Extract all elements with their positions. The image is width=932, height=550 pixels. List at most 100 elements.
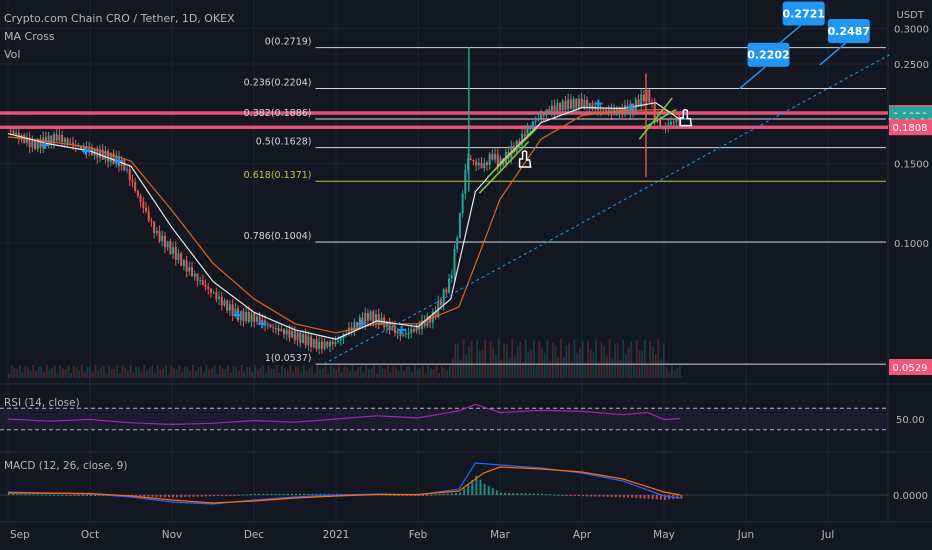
candle-body bbox=[209, 288, 212, 293]
macd-hist-bar bbox=[442, 493, 445, 495]
volume-bar bbox=[83, 371, 86, 378]
candle-body bbox=[158, 231, 161, 242]
macd-hist-bar bbox=[24, 494, 27, 496]
macd-hist-bar bbox=[65, 495, 68, 496]
volume-bar bbox=[246, 366, 248, 378]
macd-pane-label[interactable]: MACD (12, 26, close, 9) bbox=[4, 460, 128, 472]
volume-bar bbox=[432, 369, 435, 378]
candle-body bbox=[634, 99, 637, 112]
indicator-ma-cross-label[interactable]: MA Cross bbox=[4, 30, 55, 43]
volume-bar bbox=[519, 342, 522, 378]
volume-bar bbox=[186, 367, 189, 378]
volume-bar bbox=[362, 372, 365, 378]
macd-hist-bar bbox=[258, 493, 261, 495]
candle-body bbox=[664, 125, 667, 128]
volume-bar bbox=[202, 372, 205, 378]
candle-body bbox=[675, 117, 678, 123]
volume-bar bbox=[348, 371, 351, 378]
price-tag-label: 0.1808 bbox=[893, 123, 928, 134]
ma-cross-marker bbox=[627, 103, 636, 112]
macd-hist-bar bbox=[286, 493, 289, 495]
macd-hist-bar bbox=[610, 495, 613, 498]
macd-hist-bar bbox=[303, 493, 306, 495]
ma-cross-marker bbox=[40, 141, 49, 150]
volume-bar bbox=[205, 365, 208, 378]
macd-hist-bar bbox=[36, 494, 39, 496]
macd-axis-tick: 0.0000 bbox=[893, 491, 928, 502]
volume-bar bbox=[181, 372, 183, 378]
x-axis-tick: Oct bbox=[81, 529, 99, 541]
candle-body bbox=[626, 105, 629, 114]
volume-bar bbox=[29, 370, 32, 378]
macd-hist-bar bbox=[237, 494, 240, 496]
callout-pointer bbox=[738, 66, 766, 90]
volume-bar bbox=[440, 365, 443, 378]
volume-bar bbox=[405, 366, 408, 378]
volume-bar bbox=[254, 365, 257, 378]
macd-hist-bar bbox=[98, 495, 101, 496]
candle-body bbox=[467, 158, 470, 170]
macd-hist-bar bbox=[217, 495, 220, 496]
candle-body bbox=[266, 324, 269, 326]
hand-pointer-shape bbox=[518, 150, 532, 168]
volume-bar bbox=[43, 372, 45, 378]
macd-hist-bar bbox=[623, 495, 625, 498]
volume-bar bbox=[376, 373, 378, 378]
volume-bar bbox=[351, 365, 354, 378]
candle-body bbox=[372, 311, 375, 323]
volume-bar bbox=[595, 339, 598, 378]
candle-body bbox=[155, 231, 158, 233]
indicator-vol-label[interactable]: Vol bbox=[4, 48, 21, 61]
macd-hist-bar bbox=[262, 493, 265, 495]
volume-bar bbox=[508, 357, 511, 378]
candle-body bbox=[488, 153, 491, 165]
macd-hist-bar bbox=[512, 492, 515, 495]
macd-hist-bar bbox=[331, 493, 334, 495]
x-axis-tick: Mar bbox=[490, 529, 510, 541]
volume-bar bbox=[235, 367, 238, 378]
volume-bar bbox=[530, 349, 533, 378]
candle-body bbox=[623, 105, 626, 115]
rsi-pane-label[interactable]: RSI (14, close) bbox=[4, 397, 80, 409]
candle-body bbox=[537, 118, 540, 121]
macd-hist-bar bbox=[85, 495, 88, 496]
volume-bar bbox=[551, 342, 554, 378]
candle-body bbox=[283, 328, 286, 335]
volume-bar bbox=[408, 366, 411, 378]
candle-body bbox=[166, 241, 169, 248]
volume-bar bbox=[614, 344, 616, 378]
macd-hist-bar bbox=[249, 494, 252, 496]
macd-hist-bar bbox=[143, 495, 146, 497]
macd-hist-bar bbox=[553, 494, 556, 496]
volume-bar bbox=[62, 368, 64, 378]
volume-bar bbox=[330, 365, 332, 378]
candle-body bbox=[136, 191, 139, 196]
volume-bar bbox=[505, 344, 508, 378]
candle-body bbox=[150, 220, 153, 222]
trend-channel-line bbox=[487, 127, 538, 178]
candle-body bbox=[180, 253, 183, 266]
candle-body bbox=[415, 324, 418, 332]
macd-hist-bar bbox=[307, 493, 310, 495]
candle-body bbox=[523, 133, 526, 136]
candle-body bbox=[296, 332, 299, 341]
candle-body bbox=[556, 103, 559, 112]
volume-bar bbox=[332, 367, 335, 378]
volume-bar bbox=[116, 365, 119, 378]
candle-body bbox=[112, 153, 115, 164]
volume-bar bbox=[302, 365, 305, 378]
x-axis-tick: Jul bbox=[821, 529, 835, 541]
volume-bar bbox=[189, 370, 192, 378]
volume-bar bbox=[156, 365, 159, 378]
trend-channel-line bbox=[638, 97, 673, 140]
macd-hist-bar bbox=[577, 495, 580, 496]
volume-bar bbox=[400, 365, 403, 378]
volume-bar bbox=[422, 365, 424, 378]
macd-hist-bar bbox=[188, 495, 191, 497]
volume-bar bbox=[297, 366, 300, 378]
candle-body bbox=[640, 94, 643, 107]
macd-hist-bar bbox=[618, 495, 621, 498]
macd-hist-bar bbox=[426, 495, 429, 496]
volume-bar bbox=[248, 366, 251, 378]
